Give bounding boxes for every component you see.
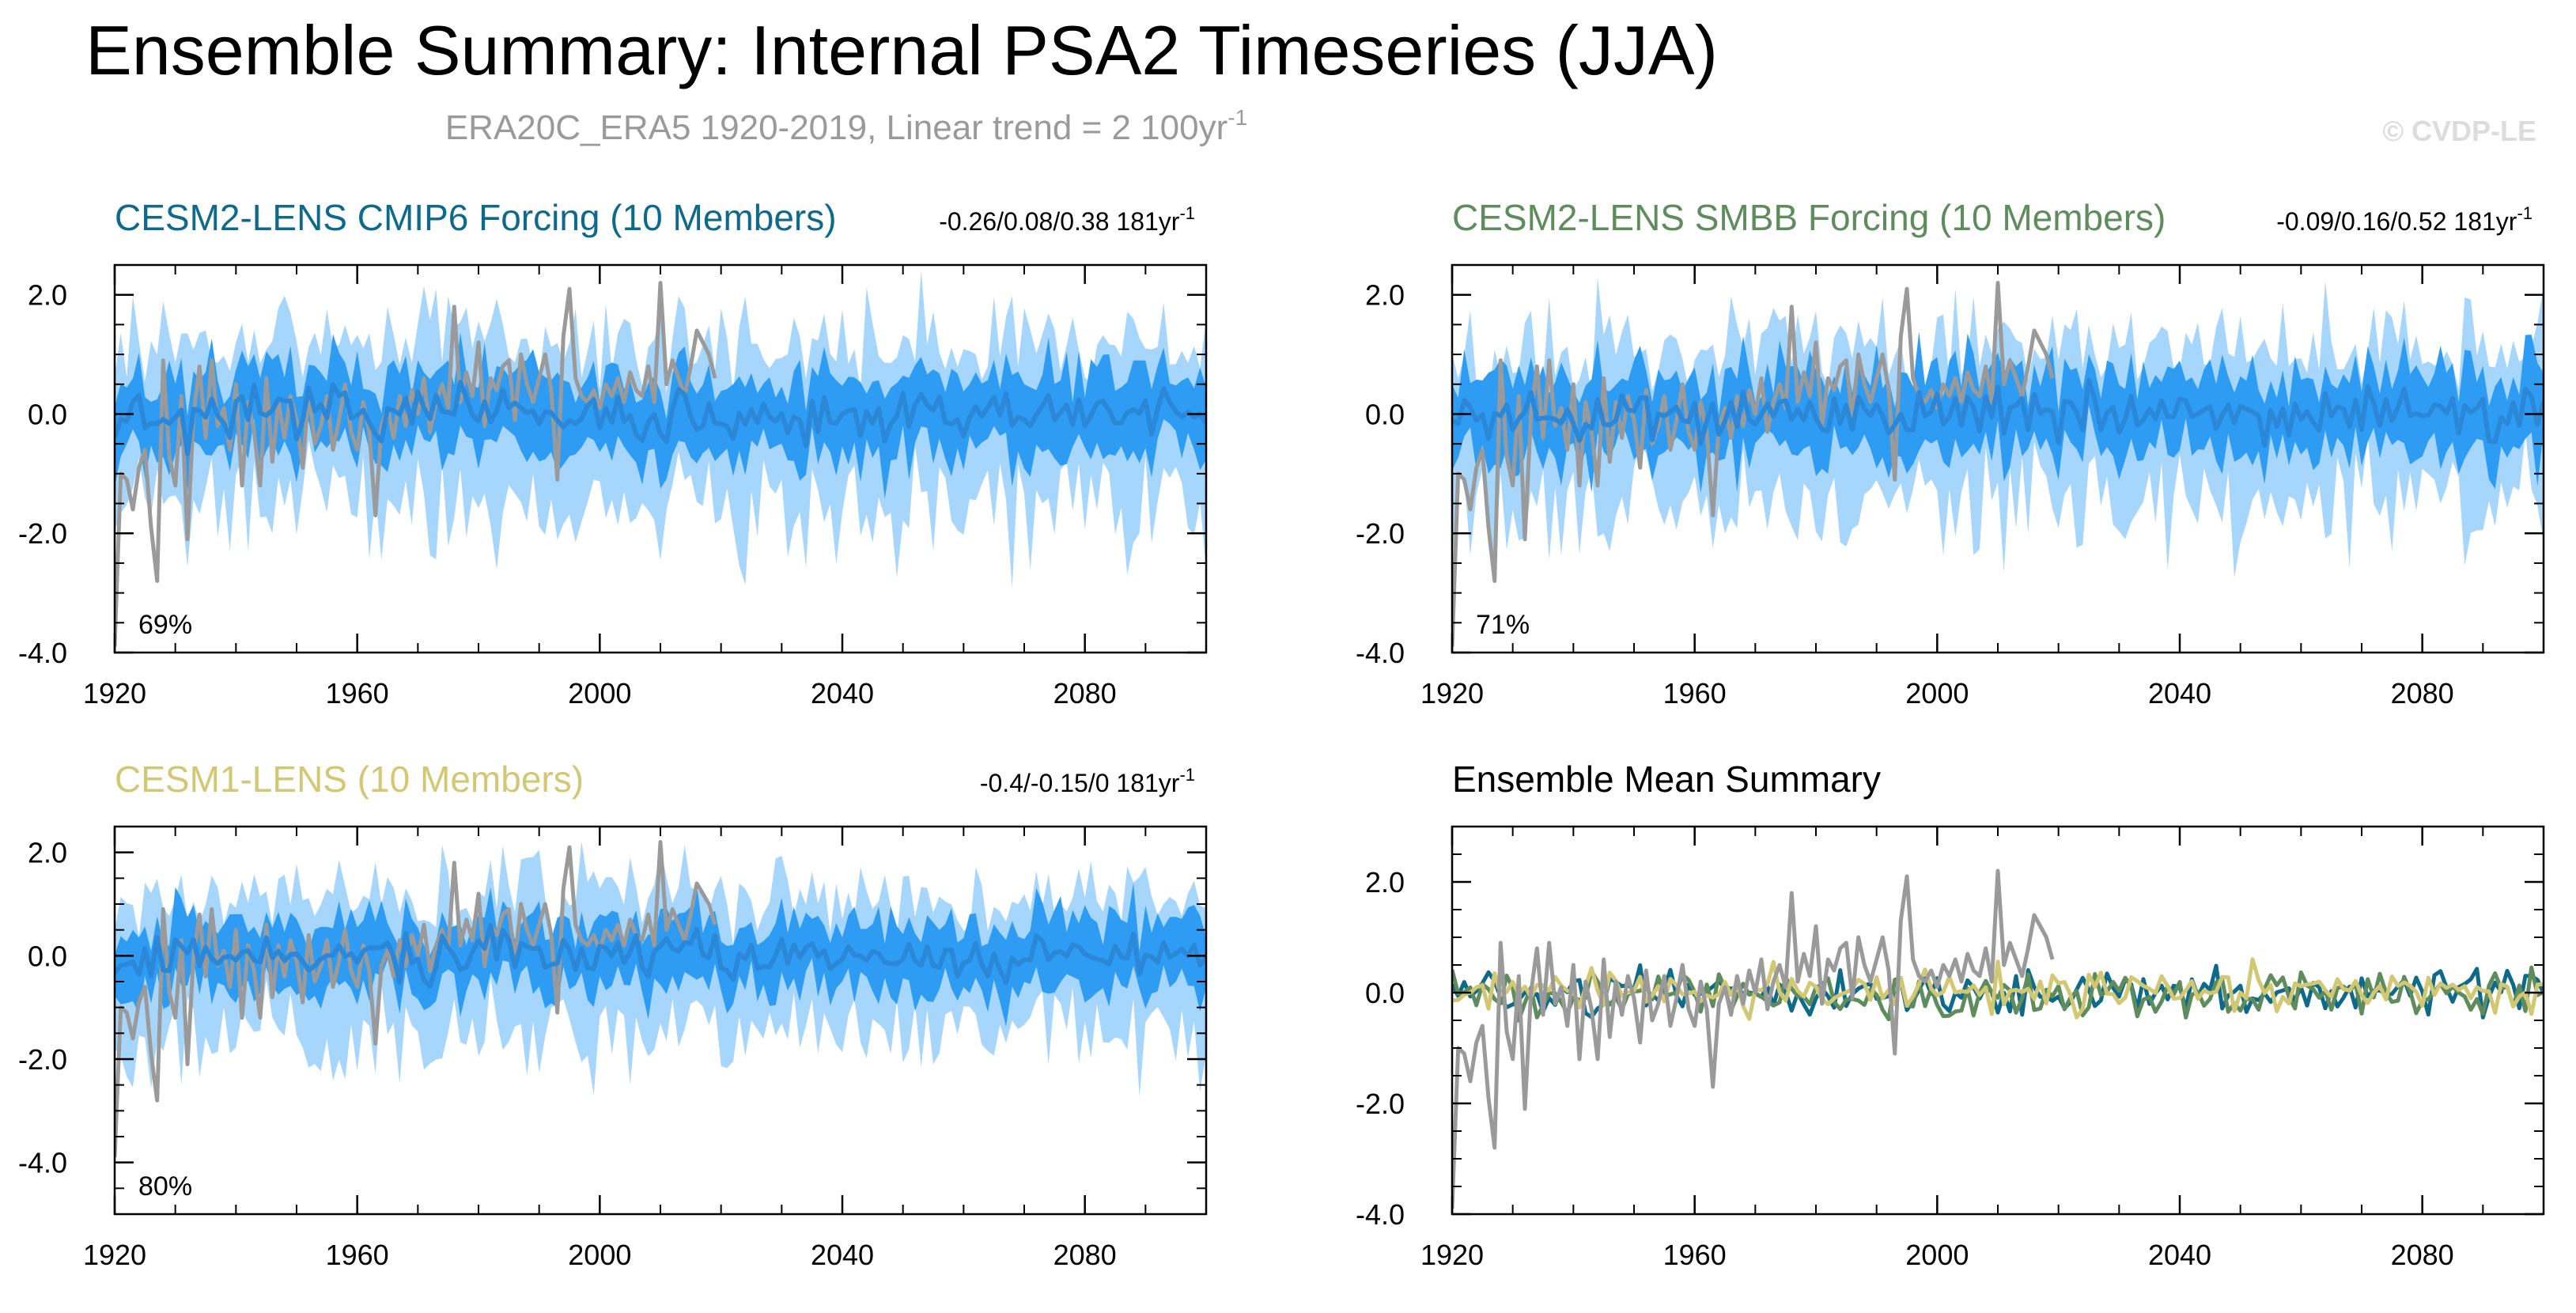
series-line-obs <box>1452 868 2055 1209</box>
obs-line <box>1452 281 2055 647</box>
percent-label: 80% <box>138 1171 192 1201</box>
panel-stats-text: -0.09/0.16/0.52 181yr <box>2276 207 2517 236</box>
figure-subtitle: ERA20C_ERA5 1920-2019, Linear trend = 2 … <box>445 105 1247 147</box>
x-tick-label: 1920 <box>83 1239 146 1271</box>
figure-title: Ensemble Summary: Internal PSA2 Timeseri… <box>85 11 1718 89</box>
panel-cesm2-smbb: CESM2-LENS SMBB Forcing (10 Members) -0.0… <box>1356 197 2545 709</box>
x-tick-label: 1920 <box>1420 677 1484 709</box>
x-tick-label: 2080 <box>1053 677 1117 709</box>
y-tick-label: -2.0 <box>18 1043 67 1076</box>
panel-stats-text: -0.26/0.08/0.38 181yr <box>939 207 1180 236</box>
plot-area <box>115 271 1206 647</box>
x-tick-label: 1960 <box>1663 1239 1727 1271</box>
percent-label: 71% <box>1476 610 1530 640</box>
x-tick-label: 2040 <box>811 677 874 709</box>
panel-title: CESM2-LENS CMIP6 Forcing (10 Members) <box>115 197 837 238</box>
panel-title: CESM2-LENS SMBB Forcing (10 Members) <box>1452 197 2166 238</box>
y-tick-label: -2.0 <box>18 517 67 550</box>
y-tick-label: 0.0 <box>1365 977 1405 1009</box>
x-tick-label: 1920 <box>83 677 146 709</box>
interquartile-band <box>115 332 1206 499</box>
percent-label: 69% <box>138 610 192 640</box>
x-tick-label: 2040 <box>2148 677 2211 709</box>
panel-stats-superscript: -1 <box>1179 765 1195 785</box>
x-tick-label: 2000 <box>568 1239 631 1271</box>
panel-stats-superscript: -1 <box>1179 203 1195 223</box>
y-tick-label: -4.0 <box>18 1147 67 1179</box>
y-tick-label: -4.0 <box>1356 1198 1405 1231</box>
x-tick-label: 2080 <box>2391 677 2454 709</box>
plot-area <box>1452 277 2544 647</box>
y-tick-label: 2.0 <box>28 279 67 312</box>
ensemble-mean-line <box>115 922 1206 989</box>
x-tick-label: 1960 <box>1663 677 1727 709</box>
y-tick-label: 2.0 <box>28 837 67 869</box>
x-tick-label: 1920 <box>1420 1239 1484 1271</box>
interquartile-band <box>1452 331 2544 494</box>
x-tick-label: 2000 <box>1905 1239 1969 1271</box>
panel-title: CESM1-LENS (10 Members) <box>115 759 584 800</box>
ensemble-mean-line <box>1452 377 2544 448</box>
obs-line <box>115 840 717 1158</box>
y-tick-label: -4.0 <box>1356 637 1405 669</box>
credit-label: © CVDP-LE <box>2382 115 2536 147</box>
y-tick-label: -2.0 <box>1356 517 1405 550</box>
plot-area <box>115 840 1206 1158</box>
x-tick-label: 2000 <box>1905 677 1969 709</box>
subtitle-text: ERA20C_ERA5 1920-2019, Linear trend = 2 … <box>445 108 1227 147</box>
x-tick-label: 1960 <box>326 1239 389 1271</box>
y-tick-label: 2.0 <box>1365 866 1405 899</box>
plot-area <box>1452 868 2544 1209</box>
y-tick-label: 2.0 <box>1365 279 1405 312</box>
x-tick-label: 2040 <box>811 1239 874 1271</box>
x-tick-label: 2080 <box>1053 1239 1117 1271</box>
x-tick-label: 1960 <box>326 677 389 709</box>
panel-ensemble-mean-summary: Ensemble Mean Summary 1920 1960 2000 2040 208… <box>1356 759 2545 1271</box>
panel-stats: -0.4/-0.15/0 181yr-1 <box>980 765 1195 797</box>
panel-stats: -0.26/0.08/0.38 181yr-1 <box>939 203 1195 236</box>
x-tick-label: 2080 <box>2391 1239 2454 1271</box>
panel-stats-text: -0.4/-0.15/0 181yr <box>980 769 1180 797</box>
y-tick-label: 0.0 <box>1365 398 1405 430</box>
y-tick-label: 0.0 <box>28 398 67 430</box>
y-tick-label: -4.0 <box>18 637 67 669</box>
panel-stats: -0.09/0.16/0.52 181yr-1 <box>2276 203 2532 236</box>
panel-cesm1: CESM1-LENS (10 Members) -0.4/-0.15/0 181y… <box>18 759 1208 1271</box>
minmax-band <box>1452 277 2544 578</box>
x-tick-label: 2040 <box>2148 1239 2211 1271</box>
x-tick-label: 2000 <box>568 677 631 709</box>
y-tick-label: 0.0 <box>28 940 67 972</box>
panel-stats-superscript: -1 <box>2517 203 2532 223</box>
panel-cesm2-cmip6: CESM2-LENS CMIP6 Forcing (10 Members) -0.… <box>18 197 1208 709</box>
interquartile-band <box>115 883 1206 1027</box>
y-tick-label: -2.0 <box>1356 1088 1405 1120</box>
ensemble-mean-line <box>115 380 1206 456</box>
panel-title: Ensemble Mean Summary <box>1452 759 1881 800</box>
panels-group: CESM2-LENS CMIP6 Forcing (10 Members) -0.… <box>18 197 2545 1271</box>
subtitle-superscript: -1 <box>1227 105 1247 130</box>
